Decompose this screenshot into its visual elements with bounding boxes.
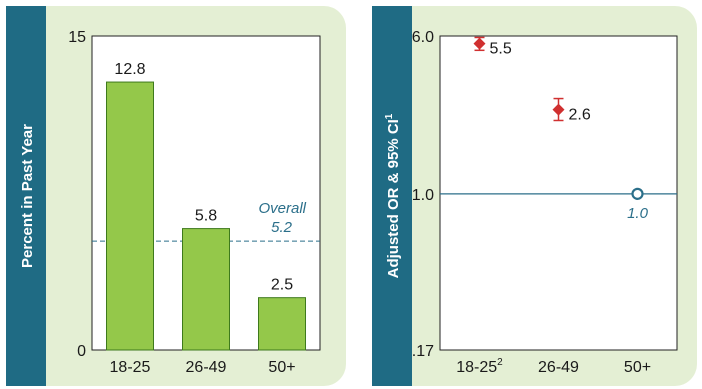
bar-x-tick-label: 18-25	[110, 359, 151, 376]
or-x-tick-text: 50+	[624, 359, 651, 376]
overall-value-label: 5.2	[271, 219, 293, 236]
or-ylabel-band	[372, 6, 412, 386]
or-y-axis-label-sup: 1	[384, 113, 395, 119]
or-x-tick-sup: 2	[497, 357, 503, 368]
or-y-tick-label: .17	[412, 343, 434, 360]
bar-y-tick-label: 0	[77, 343, 86, 360]
odds-ratio-panel: Adjusted OR & 95% CI1 6.0 1.0 .17 18-252 26-…	[372, 6, 697, 386]
or-x-tick-text: 26-49	[538, 359, 579, 376]
or-x-tick-label: 26-49	[538, 359, 579, 376]
bar-data-layer: 15 0 Overall 5.2 12.8 18-25 5.8 26-49 2.5 50+	[68, 29, 320, 376]
bar-value-label: 2.5	[271, 277, 293, 294]
bar-ylabel-band	[6, 6, 46, 386]
bar-value-label: 5.8	[195, 208, 217, 225]
overall-label: Overall	[258, 200, 306, 217]
reference-group-marker	[631, 187, 644, 200]
odds-ratio-marker	[552, 103, 565, 116]
or-data-layer: 6.0 1.0 .17 18-252 26-49 50+ 5.5 2.6 1.0	[412, 29, 677, 376]
or-y-tick-label: 1.0	[412, 187, 434, 204]
bar-x-tick-label: 50+	[268, 359, 295, 376]
bar-value-label: 12.8	[114, 61, 145, 78]
or-x-tick-text: 18-25	[456, 359, 497, 376]
bar-chart-panel: Percent in Past Year 15 0 Overall 5.2 12.8 18…	[6, 6, 346, 386]
bar-y-axis-label: Percent in Past Year	[19, 124, 36, 268]
reference-group-label: 1.0	[627, 205, 649, 222]
or-x-tick-label: 18-252	[456, 357, 503, 376]
or-y-tick-label: 6.0	[412, 29, 434, 46]
odds-ratio-marker	[473, 37, 486, 50]
bar-x-tick-label: 26-49	[186, 359, 227, 376]
bar	[182, 228, 230, 351]
bar	[106, 81, 154, 351]
or-x-tick-label: 50+	[624, 359, 651, 376]
bar-y-tick-label: 15	[68, 29, 86, 46]
odds-ratio-label: 2.6	[569, 107, 591, 124]
or-y-axis-label: Adjusted OR & 95% CI1	[384, 113, 402, 278]
odds-ratio-label: 5.5	[490, 41, 512, 58]
bar	[258, 297, 306, 351]
